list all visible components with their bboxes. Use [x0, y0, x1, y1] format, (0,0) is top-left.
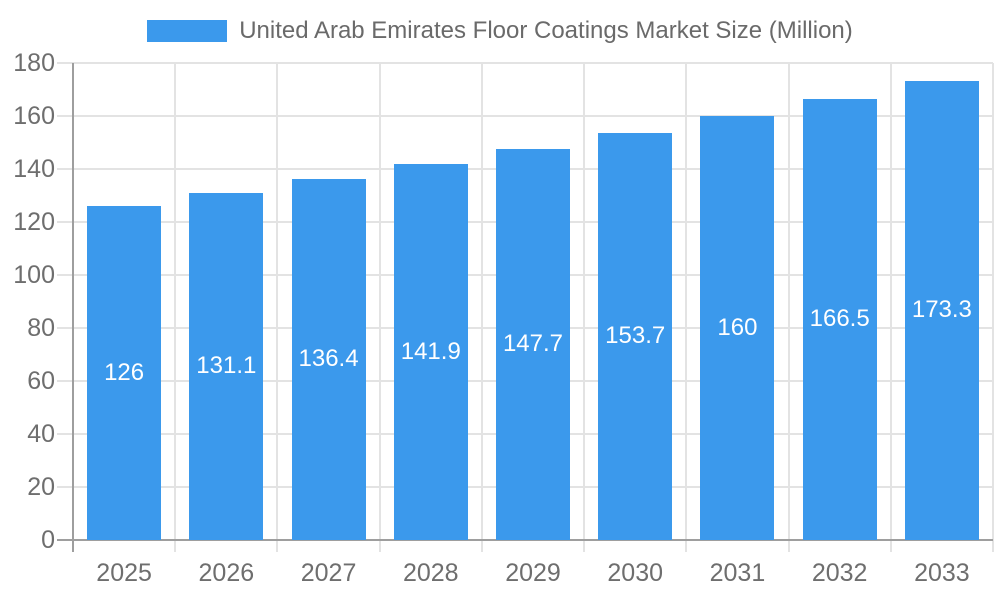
bar-value-label: 147.7	[502, 330, 564, 358]
y-tick-label: 80	[27, 314, 55, 342]
bar-value-label: 153.7	[605, 322, 666, 350]
x-tick-label: 2029	[505, 559, 561, 587]
bar-2031[interactable]: 160	[700, 116, 775, 540]
bar-value-label: 141.9	[400, 337, 461, 365]
gridline-horizontal	[57, 62, 993, 64]
bar-2033[interactable]: 173.3	[904, 80, 979, 540]
x-tick-label: 2028	[402, 559, 459, 587]
y-tick-label: 120	[13, 208, 55, 236]
bar-2026[interactable]: 131.1	[189, 192, 264, 540]
gridline-horizontal	[57, 115, 993, 117]
x-tick-label: 2030	[607, 559, 664, 587]
gridline-vertical	[583, 63, 586, 552]
gridline-vertical	[276, 63, 279, 552]
y-tick-label: 140	[13, 155, 55, 183]
bar-2032[interactable]: 166.5	[802, 98, 877, 540]
bar-2025[interactable]: 126	[87, 206, 162, 540]
bar-value-label: 126	[104, 359, 145, 387]
x-axis-baseline	[57, 539, 993, 541]
bar-value-label: 136.4	[298, 345, 359, 373]
gridline-vertical	[378, 63, 381, 552]
gridline-vertical	[685, 63, 688, 552]
y-axis-line	[72, 63, 74, 552]
gridline-vertical	[889, 63, 892, 552]
bar-2027[interactable]: 136.4	[291, 178, 366, 540]
gridline-vertical	[992, 63, 994, 552]
y-tick-label: 160	[13, 102, 55, 130]
gridline-vertical	[174, 63, 177, 552]
y-tick-label: 180	[13, 49, 55, 77]
gridline-vertical	[480, 63, 483, 552]
y-tick-label: 0	[41, 526, 55, 554]
bar-2028[interactable]: 141.9	[393, 163, 468, 540]
x-tick-label: 2033	[914, 559, 970, 587]
x-tick-label: 2032	[811, 559, 868, 587]
y-tick-label: 100	[13, 261, 55, 289]
x-tick-label: 2031	[709, 559, 766, 587]
plot-area: 126 131.1 136.4 141.9 147.7 153.7 160 166.5 173.…	[57, 62, 994, 552]
bar-value-label: 131.1	[196, 352, 257, 380]
legend: United Arab Emirates Floor Coatings Mark…	[0, 17, 1000, 45]
bar-value-label: 160	[717, 314, 758, 341]
y-tick-label: 40	[27, 420, 55, 448]
legend-swatch[interactable]	[147, 20, 228, 42]
bar-value-label: 173.3	[911, 296, 972, 324]
legend-label[interactable]: United Arab Emirates Floor Coatings Mark…	[239, 17, 853, 44]
gridline-vertical	[787, 63, 790, 552]
x-tick-label: 2026	[198, 559, 255, 587]
y-tick-label: 20	[27, 473, 55, 501]
x-tick-label: 2027	[300, 559, 357, 587]
bar-value-label: 166.5	[809, 305, 870, 333]
x-tick-label: 2025	[96, 559, 152, 587]
y-tick-label: 60	[27, 367, 55, 395]
bar-2030[interactable]: 153.7	[598, 132, 673, 540]
bar-2029[interactable]: 147.7	[495, 148, 570, 540]
